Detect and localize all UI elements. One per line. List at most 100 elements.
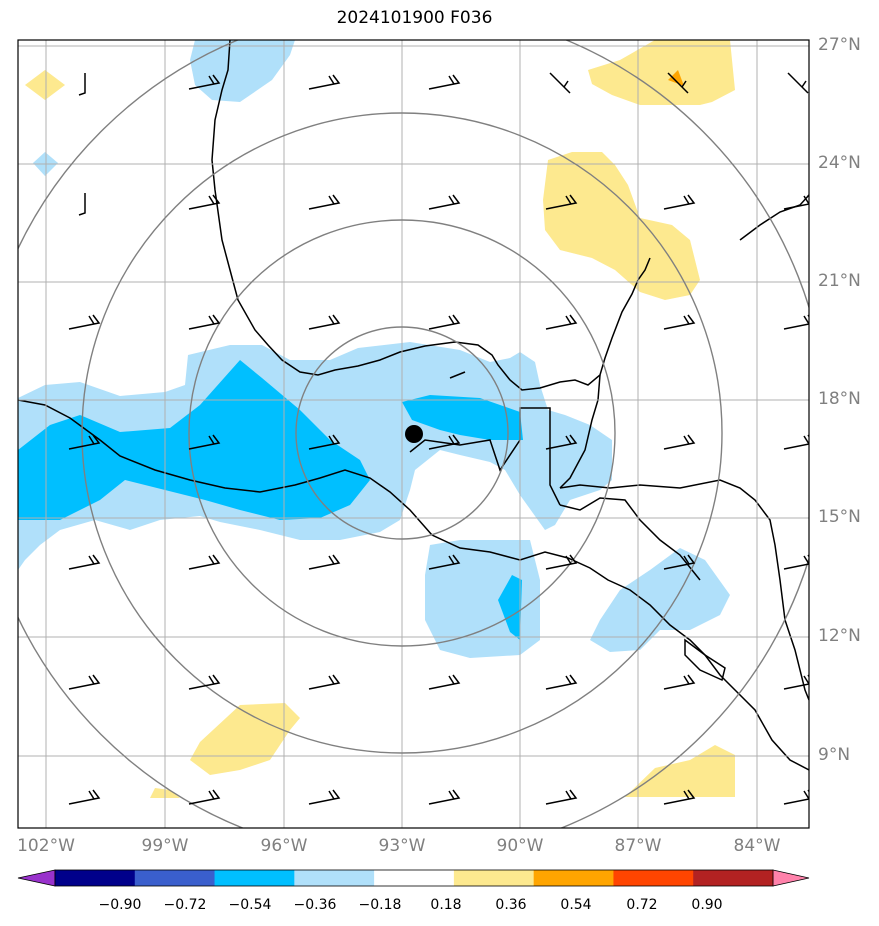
- colorbar-outline: [54, 869, 774, 887]
- wind-barb: [663, 434, 696, 450]
- lon-label-102w: 102°W: [17, 836, 75, 856]
- wind-barb: [188, 554, 221, 570]
- lat-label-15n: 15°N: [818, 507, 861, 527]
- range-ring-1: [295, 326, 509, 540]
- lat-label-9n: 9°N: [818, 745, 851, 765]
- map-frame: [17, 39, 810, 829]
- wind-barb: [428, 314, 461, 330]
- border-mexico-guatemala: [409, 407, 561, 506]
- wind-barb: [428, 554, 461, 570]
- wind-barb: [549, 72, 571, 94]
- colorbar-label: −0.36: [293, 897, 337, 913]
- wind-barb: [545, 789, 578, 805]
- lon-label-93w: 93°W: [378, 836, 426, 856]
- cuba-outline: [739, 194, 809, 241]
- wind-barb: [188, 789, 221, 805]
- colorbar-segment: [453, 870, 535, 886]
- colorbar-label: −0.90: [98, 897, 142, 913]
- wind-barb: [78, 193, 86, 216]
- wind-barb: [68, 434, 101, 450]
- wind-barb: [308, 789, 341, 805]
- wind-barb: [783, 789, 809, 805]
- wind-barb: [308, 314, 341, 330]
- wind-barb: [545, 194, 578, 210]
- wind-barb: [308, 674, 341, 690]
- wind-barb: [783, 314, 809, 330]
- wind-barb: [783, 194, 809, 210]
- caribbean-coast-honduras: [559, 479, 809, 701]
- wind-barb: [68, 789, 101, 805]
- yellow-region-sw: [190, 703, 300, 775]
- colorbar-label: 0.54: [560, 897, 592, 913]
- yellow-region-se: [625, 745, 735, 797]
- light-blue-region-top: [190, 40, 295, 102]
- wind-barb: [663, 194, 696, 210]
- wind-barb: [545, 434, 578, 450]
- light-blue-region-south: [425, 540, 540, 658]
- lon-label-96w: 96°W: [260, 836, 308, 856]
- gulf-islands: [449, 371, 466, 379]
- range-rings: [18, 40, 809, 828]
- colorbar-label: 0.72: [626, 897, 658, 913]
- wind-barb: [663, 789, 696, 805]
- wind-barb: [783, 674, 809, 690]
- map-title: 2024101900 F036: [336, 8, 493, 28]
- graticule: [18, 40, 809, 828]
- colorbar-segment: [613, 870, 694, 886]
- lat-label-12n: 12°N: [818, 626, 861, 646]
- lat-label-21n: 21°N: [818, 271, 861, 291]
- wind-barb: [428, 674, 461, 690]
- colorbar-label: −0.54: [228, 897, 272, 913]
- lon-label-84w: 84°W: [733, 836, 781, 856]
- colorbar-segment: [693, 870, 774, 886]
- wind-barb: [188, 74, 221, 90]
- wind-barb: [188, 434, 221, 450]
- border-guatemala-honduras: [559, 497, 701, 581]
- yellow-region-ne: [588, 40, 735, 105]
- wind-barb: [428, 74, 461, 90]
- colorbar-label: −0.18: [358, 897, 402, 913]
- lon-label-90w: 90°W: [496, 836, 544, 856]
- colorbar: [17, 869, 810, 887]
- wind-barb: [787, 72, 809, 94]
- yellow-diamond: [25, 70, 65, 100]
- orange-spot: [668, 70, 684, 86]
- range-ring-3: [81, 112, 723, 754]
- wind-barb: [663, 314, 696, 330]
- storm-center-marker: [405, 425, 423, 443]
- colorbar-label: 0.90: [691, 897, 723, 913]
- wind-barb: [545, 554, 578, 570]
- wind-barb: [68, 314, 101, 330]
- wind-barb: [663, 554, 696, 570]
- wind-barb: [188, 194, 221, 210]
- wind-barb: [663, 674, 696, 690]
- wind-barb: [783, 554, 809, 570]
- colorbar-label: −0.72: [163, 897, 207, 913]
- colorbar-segment: [533, 870, 614, 886]
- anomaly-shading: [18, 40, 735, 798]
- wind-barb: [308, 74, 341, 90]
- range-ring-2: [188, 219, 616, 647]
- wind-barb: [78, 73, 86, 96]
- gulf-coastline: [211, 40, 651, 391]
- colorbar-segment: [134, 870, 216, 886]
- wind-barb: [667, 72, 689, 94]
- wind-barb: [68, 554, 101, 570]
- yellow-region-yucatan-north: [543, 152, 700, 300]
- lat-label-18n: 18°N: [818, 389, 861, 409]
- colorbar-segment: [214, 870, 295, 886]
- blue-region-south: [498, 575, 522, 640]
- wind-barbs: [68, 72, 809, 805]
- wind-barb: [545, 674, 578, 690]
- blue-region-center: [402, 395, 523, 440]
- wind-barb: [428, 434, 461, 450]
- wind-barb: [545, 314, 578, 330]
- wind-barb: [188, 314, 221, 330]
- colorbar-segment: [374, 870, 455, 886]
- colorbar-segment: [294, 870, 375, 886]
- wind-barb: [428, 789, 461, 805]
- lat-label-24n: 24°N: [818, 153, 861, 173]
- wind-barb: [428, 194, 461, 210]
- yucatan-east-coast: [559, 374, 601, 489]
